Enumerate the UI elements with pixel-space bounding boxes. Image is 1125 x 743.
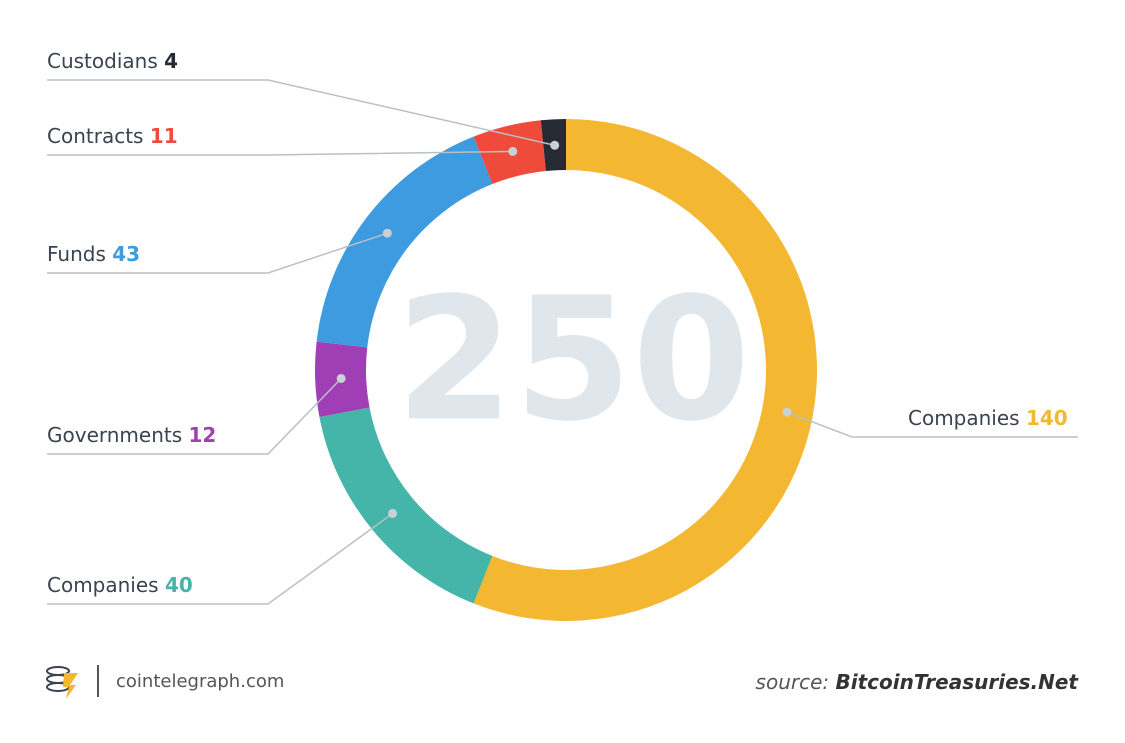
- donut-segment: [473, 119, 817, 621]
- segment-label: Contracts 11: [47, 124, 178, 148]
- leader-line: [47, 512, 394, 605]
- leader-dot: [508, 146, 518, 156]
- leader-dot: [388, 508, 398, 518]
- donut-segment: [319, 407, 493, 604]
- leader-line: [47, 377, 342, 455]
- label-value: 43: [112, 242, 140, 266]
- leader-line: [786, 411, 1078, 438]
- leader-dot: [550, 140, 560, 150]
- donut-segment: [316, 136, 493, 348]
- label-value: 11: [150, 124, 178, 148]
- leader-line: [47, 79, 555, 147]
- label-name: Custodians: [47, 49, 158, 73]
- leader-line: [47, 150, 513, 156]
- source-name: BitcoinTreasuries.Net: [835, 670, 1079, 694]
- segment-label: Funds 43: [47, 242, 140, 266]
- leader-dot: [782, 407, 792, 417]
- label-name: Companies: [47, 573, 159, 597]
- label-value: 40: [165, 573, 193, 597]
- center-total: 250: [396, 261, 751, 459]
- segment-label: Custodians 4: [47, 49, 178, 73]
- brand: cointelegraph.com: [116, 671, 284, 692]
- label-value: 140: [1026, 406, 1068, 430]
- source-prefix: source:: [756, 670, 830, 694]
- source: source: BitcoinTreasuries.Net: [756, 670, 1080, 694]
- footer: cointelegraph.com source: BitcoinTreasur…: [46, 665, 1080, 699]
- label-value: 4: [164, 49, 178, 73]
- segment-label: Governments 12: [47, 423, 216, 447]
- label-name: Companies: [908, 406, 1020, 430]
- label-name: Governments: [47, 423, 182, 447]
- label-name: Funds: [47, 242, 106, 266]
- label-name: Contracts: [47, 124, 143, 148]
- leader-line: [47, 232, 388, 274]
- logo: [46, 666, 78, 699]
- label-value: 12: [189, 423, 217, 447]
- segment-label: Companies 40: [47, 573, 193, 597]
- leader-dot: [336, 373, 346, 383]
- segment-label: Companies 140: [908, 406, 1068, 430]
- leader-dot: [382, 228, 392, 238]
